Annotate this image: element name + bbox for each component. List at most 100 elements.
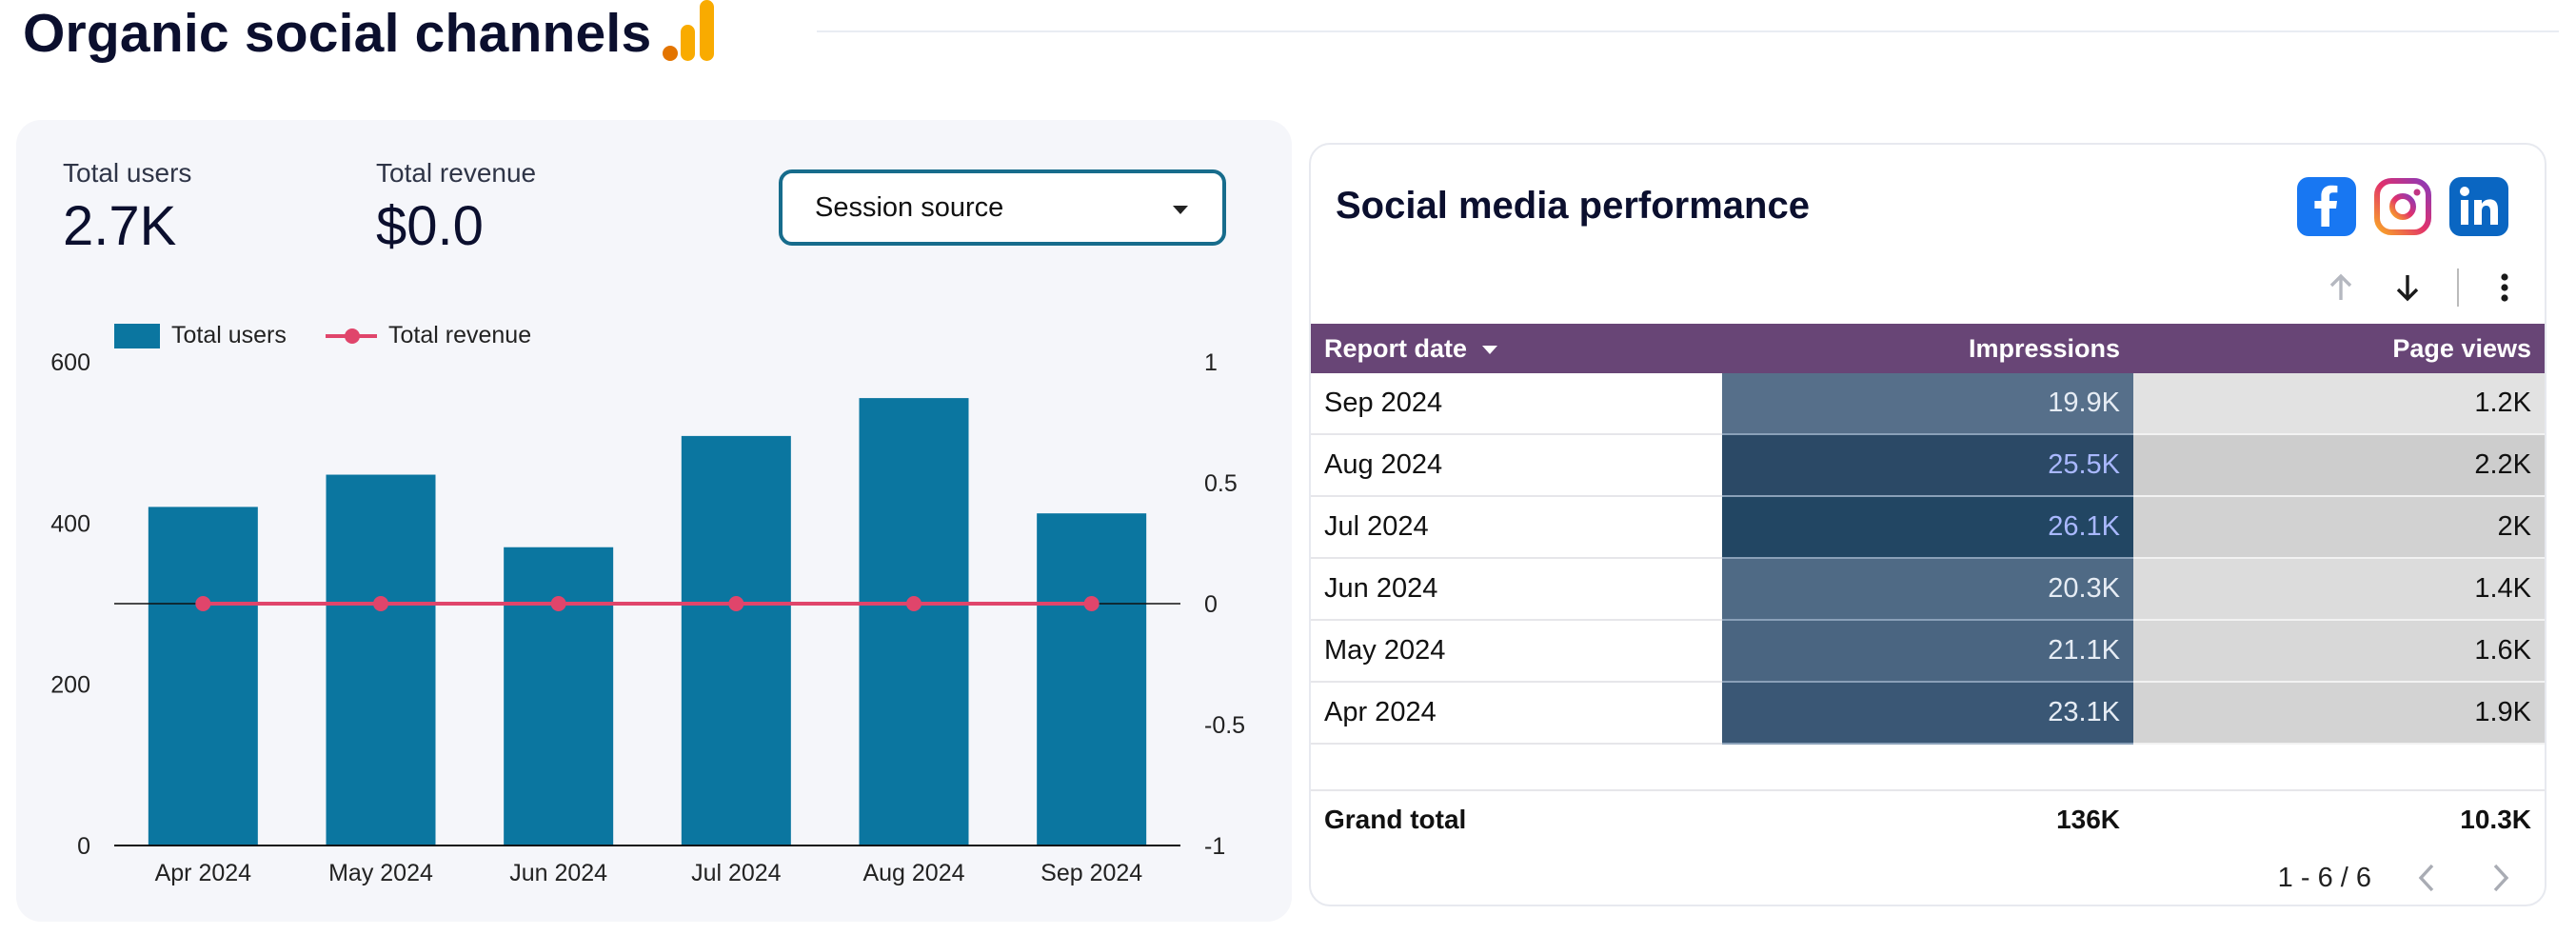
arrow-down-icon xyxy=(2396,275,2419,302)
y-right-tick-label: -1 xyxy=(1204,833,1225,860)
sort-descending-button[interactable] xyxy=(2387,267,2428,308)
table-row: Jun 2024 20.3K 1.4K xyxy=(1311,558,2545,621)
cell-page-views: 1.6K xyxy=(2133,620,2545,683)
revenue-point xyxy=(195,596,211,611)
x-tick-label: Aug 2024 xyxy=(862,860,964,886)
x-tick-label: Apr 2024 xyxy=(155,860,252,886)
cell-impressions: 19.9K xyxy=(1722,373,2133,435)
sort-caret-icon xyxy=(1482,345,1498,354)
chart-bar xyxy=(504,547,614,845)
y-left-tick-label: 0 xyxy=(77,833,90,860)
legend-line-marker xyxy=(326,328,377,344)
revenue-point xyxy=(1083,596,1100,611)
chart-bar xyxy=(859,398,969,845)
legend-item-revenue[interactable]: Total revenue xyxy=(326,322,531,349)
linkedin-icon xyxy=(2449,177,2508,236)
dropdown-label: Session source xyxy=(815,191,1004,223)
cell-report-date: Jun 2024 xyxy=(1311,558,1722,621)
y-left-tick-label: 400 xyxy=(50,510,90,537)
toolbar-divider xyxy=(2457,269,2459,307)
cell-impressions: 23.1K xyxy=(1722,682,2133,745)
y-right-tick-label: -0.5 xyxy=(1204,712,1245,739)
cell-impressions: 25.5K xyxy=(1722,434,2133,497)
cell-report-date: Aug 2024 xyxy=(1311,434,1722,497)
cell-page-views: 2.2K xyxy=(2133,434,2545,497)
column-header-report-date[interactable]: Report date xyxy=(1311,324,1722,373)
y-left-tick-label: 200 xyxy=(50,672,90,699)
cell-impressions: 26.1K xyxy=(1722,496,2133,559)
legend-item-users[interactable]: Total users xyxy=(114,322,287,349)
grand-total-label: Grand total xyxy=(1324,805,1467,834)
revenue-point xyxy=(550,596,566,611)
y-left-tick-label: 600 xyxy=(50,349,90,376)
pagination-label: 1 - 6 / 6 xyxy=(2277,862,2371,893)
grand-total-row: Grand total 136K 10.3K xyxy=(1311,791,2545,848)
table-row: May 2024 21.1K 1.6K xyxy=(1311,620,2545,683)
kpi-total-revenue: Total revenue $0.0 xyxy=(376,158,536,258)
cell-page-views: 2K xyxy=(2133,496,2545,559)
column-header-impressions[interactable]: Impressions xyxy=(1722,324,2133,373)
social-performance-table: Report date Impressions Page views Sep 2… xyxy=(1311,324,2545,745)
chart-bar xyxy=(326,474,436,845)
kpi-total-users: Total users 2.7K xyxy=(63,158,191,258)
empty-row xyxy=(1311,740,2545,791)
sort-ascending-button[interactable] xyxy=(2320,267,2362,308)
revenue-point xyxy=(373,596,388,611)
kpi-label: Total users xyxy=(63,158,192,188)
grand-total-impressions: 136K xyxy=(2056,805,2120,834)
facebook-icon xyxy=(2297,177,2356,236)
cell-impressions: 21.1K xyxy=(1722,620,2133,683)
panel-title: Social media performance xyxy=(1336,185,1810,227)
cell-report-date: Apr 2024 xyxy=(1311,682,1722,745)
table-row: Jul 2024 26.1K 2K xyxy=(1311,496,2545,559)
table-toolbar xyxy=(2295,267,2526,308)
y-right-tick-label: 0.5 xyxy=(1204,470,1238,497)
kpi-value: 2.7K xyxy=(63,195,177,257)
more-options-button[interactable] xyxy=(2484,267,2526,308)
social-performance-panel: Social media performance xyxy=(1309,143,2546,906)
x-tick-label: Jul 2024 xyxy=(691,860,782,886)
chevron-right-icon xyxy=(2493,864,2509,892)
table-row: Aug 2024 25.5K 2.2K xyxy=(1311,434,2545,497)
table-row: Sep 2024 19.9K 1.2K xyxy=(1311,373,2545,435)
table-row: Apr 2024 23.1K 1.9K xyxy=(1311,682,2545,745)
chart-bar xyxy=(148,507,258,845)
cell-report-date: Sep 2024 xyxy=(1311,373,1722,435)
chart-bar xyxy=(681,435,791,845)
legend-label: Total users xyxy=(171,322,287,348)
previous-page-button[interactable] xyxy=(2408,859,2446,897)
chevron-left-icon xyxy=(2418,864,2434,892)
session-source-dropdown[interactable]: Session source xyxy=(779,169,1226,246)
cell-page-views: 1.2K xyxy=(2133,373,2545,435)
x-tick-label: Jun 2024 xyxy=(509,860,607,886)
next-page-button[interactable] xyxy=(2482,859,2520,897)
grand-total-page-views: 10.3K xyxy=(2460,805,2531,834)
users-revenue-chart: 600 400 200 0 1 0.5 0 -0.5 -1 Apr 2024 May 2024 Jun… xyxy=(50,349,1245,886)
cell-report-date: Jul 2024 xyxy=(1311,496,1722,559)
x-tick-label: May 2024 xyxy=(328,860,433,886)
x-tick-label: Sep 2024 xyxy=(1040,860,1142,886)
page-title: Organic social channels xyxy=(23,3,652,64)
arrow-up-icon xyxy=(2329,273,2352,300)
header-divider xyxy=(817,30,2559,32)
social-icons xyxy=(2297,177,2508,236)
cell-page-views: 1.4K xyxy=(2133,558,2545,621)
kpi-label: Total revenue xyxy=(376,158,537,188)
cell-page-views: 1.9K xyxy=(2133,682,2545,745)
revenue-point xyxy=(906,596,921,611)
pagination: 1 - 6 / 6 xyxy=(2278,859,2520,897)
legend-swatch xyxy=(114,323,160,348)
analytics-icon xyxy=(663,0,714,61)
instagram-icon xyxy=(2373,177,2432,236)
caret-down-icon xyxy=(1173,206,1188,214)
y-right-tick-label: 1 xyxy=(1204,349,1218,376)
column-header-page-views[interactable]: Page views xyxy=(2133,324,2545,373)
kpi-value: $0.0 xyxy=(376,195,484,257)
legend-label: Total revenue xyxy=(388,322,532,348)
revenue-point xyxy=(728,596,744,611)
y-right-tick-label: 0 xyxy=(1204,591,1218,618)
cell-report-date: May 2024 xyxy=(1311,620,1722,683)
chart-bar xyxy=(1037,513,1147,845)
more-vertical-icon xyxy=(2501,273,2508,302)
cell-impressions: 20.3K xyxy=(1722,558,2133,621)
